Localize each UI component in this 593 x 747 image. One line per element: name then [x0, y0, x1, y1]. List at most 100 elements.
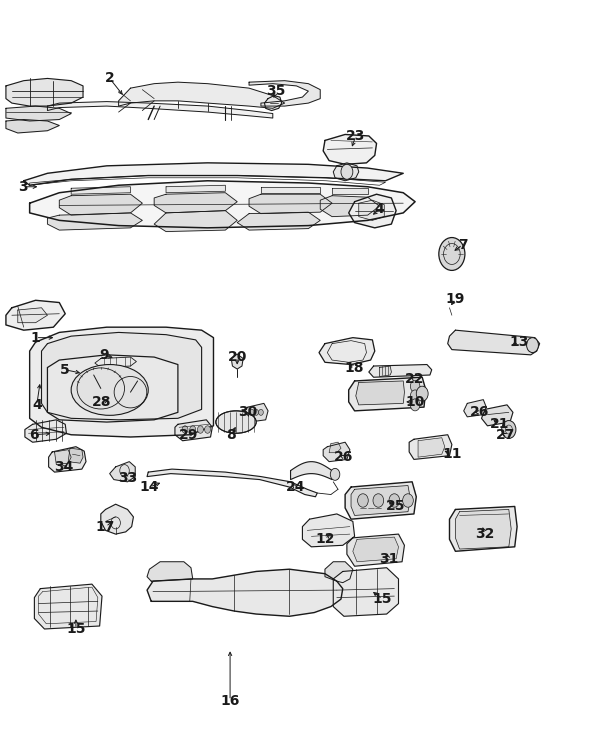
Polygon shape — [30, 327, 213, 437]
Text: 17: 17 — [96, 520, 115, 533]
Polygon shape — [147, 569, 343, 616]
Text: 22: 22 — [406, 373, 425, 386]
Circle shape — [502, 421, 516, 438]
Polygon shape — [302, 514, 355, 547]
Circle shape — [389, 494, 400, 507]
Text: 16: 16 — [221, 694, 240, 707]
Text: 27: 27 — [496, 428, 515, 441]
Polygon shape — [449, 506, 517, 551]
Polygon shape — [359, 200, 384, 220]
Polygon shape — [349, 194, 396, 228]
Polygon shape — [154, 193, 237, 213]
Circle shape — [259, 409, 263, 415]
Polygon shape — [320, 196, 380, 217]
Text: 9: 9 — [99, 348, 109, 362]
Polygon shape — [71, 187, 130, 194]
Circle shape — [373, 494, 384, 507]
Polygon shape — [349, 377, 426, 411]
Text: 29: 29 — [179, 428, 198, 441]
Text: 28: 28 — [93, 395, 111, 409]
Circle shape — [190, 426, 196, 433]
Polygon shape — [333, 568, 398, 616]
Circle shape — [403, 494, 413, 507]
Text: 24: 24 — [286, 480, 305, 494]
Circle shape — [197, 426, 203, 433]
Polygon shape — [356, 381, 404, 405]
Polygon shape — [119, 82, 285, 108]
Text: 15: 15 — [66, 622, 85, 636]
Polygon shape — [95, 357, 136, 368]
Polygon shape — [18, 308, 47, 323]
Circle shape — [358, 494, 368, 507]
Polygon shape — [6, 120, 59, 133]
Text: 8: 8 — [227, 428, 236, 441]
Circle shape — [416, 386, 428, 401]
Polygon shape — [47, 355, 178, 422]
Polygon shape — [249, 81, 320, 106]
Polygon shape — [351, 486, 410, 515]
Polygon shape — [6, 300, 65, 330]
Polygon shape — [68, 448, 83, 463]
Circle shape — [254, 409, 259, 415]
Polygon shape — [291, 462, 332, 480]
Polygon shape — [369, 365, 432, 377]
Polygon shape — [249, 194, 332, 214]
Polygon shape — [6, 106, 71, 121]
Circle shape — [439, 238, 465, 270]
Polygon shape — [166, 185, 225, 193]
Text: 30: 30 — [238, 406, 257, 419]
Text: 18: 18 — [345, 361, 364, 374]
Text: 21: 21 — [490, 418, 509, 431]
Polygon shape — [464, 400, 486, 417]
Polygon shape — [147, 469, 317, 497]
Polygon shape — [244, 403, 268, 422]
Circle shape — [410, 390, 420, 402]
Text: 11: 11 — [442, 447, 461, 461]
Text: 7: 7 — [458, 238, 467, 252]
Text: 3: 3 — [18, 180, 27, 193]
Polygon shape — [380, 366, 391, 376]
Polygon shape — [261, 187, 320, 193]
Text: 14: 14 — [140, 480, 159, 494]
Text: 15: 15 — [373, 592, 392, 606]
Circle shape — [527, 338, 538, 353]
Polygon shape — [345, 482, 416, 519]
Text: 25: 25 — [387, 500, 406, 513]
Polygon shape — [25, 420, 66, 442]
Polygon shape — [323, 134, 377, 164]
Polygon shape — [237, 212, 320, 230]
Polygon shape — [323, 442, 350, 462]
Polygon shape — [231, 354, 243, 369]
Text: 6: 6 — [30, 428, 39, 441]
Polygon shape — [329, 442, 341, 453]
Text: 31: 31 — [379, 552, 398, 565]
Polygon shape — [6, 78, 83, 106]
Circle shape — [205, 426, 211, 433]
Polygon shape — [42, 332, 202, 420]
Text: 4: 4 — [375, 202, 384, 216]
Circle shape — [330, 468, 340, 480]
Text: 10: 10 — [406, 395, 425, 409]
Polygon shape — [55, 450, 71, 465]
Text: 32: 32 — [476, 527, 495, 541]
Ellipse shape — [71, 365, 148, 415]
Polygon shape — [332, 188, 368, 194]
Polygon shape — [175, 420, 212, 441]
Polygon shape — [110, 462, 135, 482]
Text: 19: 19 — [446, 292, 465, 306]
Polygon shape — [333, 163, 359, 181]
Polygon shape — [418, 438, 445, 457]
Polygon shape — [49, 447, 86, 472]
Text: 20: 20 — [228, 350, 247, 364]
Text: 23: 23 — [346, 129, 365, 143]
Polygon shape — [59, 194, 142, 215]
Polygon shape — [24, 163, 403, 185]
Polygon shape — [47, 102, 273, 118]
Text: 26: 26 — [470, 406, 489, 419]
Polygon shape — [319, 338, 375, 365]
Polygon shape — [101, 504, 133, 534]
Polygon shape — [455, 509, 511, 549]
Polygon shape — [147, 562, 193, 581]
Text: 12: 12 — [315, 533, 334, 546]
Polygon shape — [154, 211, 237, 232]
